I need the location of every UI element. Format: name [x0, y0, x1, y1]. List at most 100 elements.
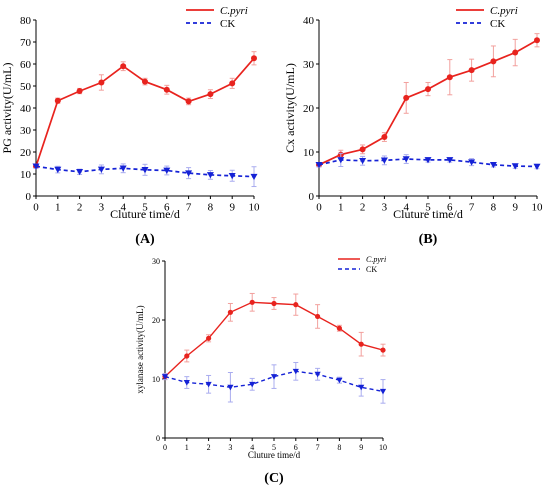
data-point — [161, 374, 169, 380]
series-ck — [315, 152, 541, 171]
series-line — [318, 39, 538, 166]
chart-panel-1: 0 10 20 30 40 50 60 70 80 0 1 2 3 4 5 6 7 8 9 10 Cluture tim… — [0, 5, 260, 247]
x-tick-label: 5 — [425, 201, 431, 213]
x-tick-label: 3 — [228, 443, 232, 452]
x-tick-label: 0 — [33, 201, 39, 213]
data-point — [468, 159, 476, 166]
x-tick-label: 4 — [403, 201, 409, 213]
data-point — [229, 80, 236, 87]
data-point — [163, 167, 171, 174]
x-tick-label: 3 — [99, 201, 105, 213]
data-point — [337, 157, 345, 164]
data-point — [98, 79, 105, 86]
y-tick-label: 40 — [303, 15, 315, 27]
data-point — [490, 58, 497, 65]
data-point — [184, 353, 190, 359]
data-point — [402, 156, 410, 163]
x-tick-label: 1 — [55, 201, 61, 213]
legend-label: CK — [220, 18, 235, 30]
data-point — [54, 97, 61, 104]
x-axis-title: Cluture time/d — [110, 207, 180, 221]
x-tick-label: 6 — [447, 201, 453, 213]
x-axis-title: Cluture time/d — [393, 207, 463, 221]
y-tick-label: 0 — [26, 191, 32, 203]
x-tick-label: 10 — [532, 201, 544, 213]
x-tick-label: 1 — [338, 201, 344, 213]
data-point — [315, 313, 321, 320]
data-point — [141, 167, 149, 174]
legend-label: C.pyri — [366, 255, 386, 264]
data-point — [336, 377, 343, 384]
x-tick-label: 9 — [229, 201, 235, 213]
data-point — [249, 381, 256, 388]
data-point — [250, 173, 258, 181]
data-point — [533, 163, 541, 171]
data-point — [534, 37, 540, 44]
data-point — [292, 368, 299, 375]
series-cpyri — [33, 51, 257, 170]
data-point — [359, 158, 367, 165]
x-tick-label: 4 — [250, 443, 254, 452]
series-line — [164, 370, 384, 393]
y-tick-label: 80 — [20, 15, 32, 27]
x-tick-label: 6 — [164, 201, 170, 213]
x-tick-label: 2 — [207, 443, 211, 452]
y-tick-label: 20 — [152, 316, 160, 325]
x-tick-label: 4 — [120, 201, 126, 213]
x-tick-label: 8 — [337, 443, 341, 452]
data-point — [379, 388, 387, 395]
series-line — [35, 57, 255, 167]
y-tick-label: 0 — [309, 191, 315, 203]
x-tick-label: 7 — [316, 443, 320, 452]
data-point — [251, 55, 257, 62]
series-line — [318, 158, 538, 168]
y-tick-label: 30 — [20, 125, 32, 137]
y-tick-label: 10 — [152, 375, 160, 384]
y-axis-title: PG activity(U/mL) — [0, 63, 14, 154]
y-tick-label: 50 — [20, 81, 32, 93]
x-tick-label: 2 — [77, 201, 83, 213]
data-point — [76, 169, 84, 176]
data-point — [142, 78, 148, 85]
data-point — [185, 170, 193, 177]
y-tick-label: 10 — [303, 147, 315, 159]
data-point — [76, 88, 83, 95]
data-point — [446, 157, 454, 164]
x-tick-label: 7 — [469, 201, 475, 213]
data-point — [403, 94, 410, 101]
x-tick-label: 6 — [294, 443, 298, 452]
y-tick-label: 10 — [20, 169, 32, 181]
x-tick-label: 9 — [359, 443, 363, 452]
data-point — [271, 300, 277, 307]
x-tick-label: 8 — [208, 201, 214, 213]
data-point — [207, 91, 214, 98]
chart-panel-3: 0 10 20 30 0 1 2 3 4 5 6 7 8 9 10 Cluture time/d xylanas… — [135, 255, 387, 486]
data-point — [206, 335, 212, 341]
data-point — [489, 161, 497, 169]
panel-label: (B) — [419, 232, 438, 247]
data-point — [163, 86, 170, 93]
y-tick-label: 70 — [20, 37, 32, 49]
data-point — [293, 302, 299, 308]
data-point — [183, 380, 190, 386]
y-tick-label: 20 — [303, 103, 315, 115]
y-tick-label: 60 — [20, 59, 32, 71]
data-point — [227, 384, 234, 391]
data-point — [32, 163, 40, 170]
x-tick-label: 1 — [185, 443, 189, 452]
data-point — [425, 86, 431, 93]
x-tick-label: 5 — [272, 443, 276, 452]
x-tick-label: 2 — [360, 201, 366, 213]
legend-label: C.pyri — [490, 5, 518, 17]
data-point — [381, 134, 388, 141]
y-tick-label: 20 — [20, 147, 32, 159]
x-axis-title: Cluture time/d — [248, 450, 301, 460]
data-point — [380, 157, 388, 164]
y-tick-label: 30 — [152, 257, 160, 266]
data-point — [380, 347, 386, 353]
data-point — [336, 325, 342, 331]
series-ck — [161, 361, 387, 404]
